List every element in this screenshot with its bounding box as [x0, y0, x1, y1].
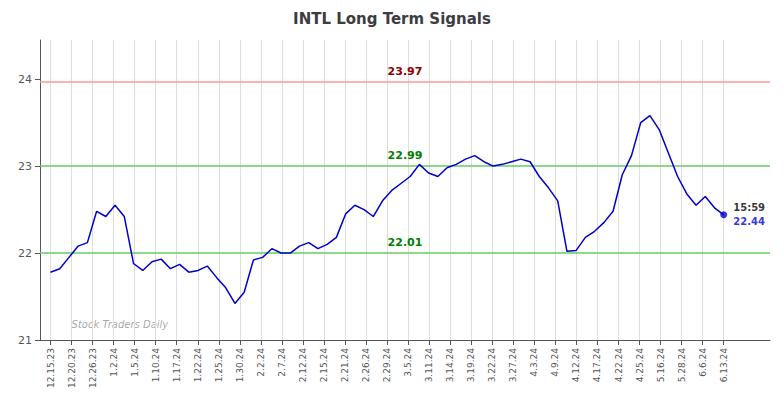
svg-text:1.30.24: 1.30.24 — [235, 348, 245, 383]
svg-text:1.2.24: 1.2.24 — [109, 348, 119, 377]
svg-text:12.20.23: 12.20.23 — [67, 348, 77, 388]
svg-text:12.26.23: 12.26.23 — [88, 348, 98, 388]
svg-text:4.22.24: 4.22.24 — [614, 348, 624, 383]
svg-text:21: 21 — [18, 334, 32, 347]
svg-text:2.7.24: 2.7.24 — [277, 348, 287, 377]
svg-text:4.17.24: 4.17.24 — [592, 348, 602, 383]
svg-text:Stock Traders Daily: Stock Traders Daily — [72, 319, 170, 330]
svg-text:5.28.24: 5.28.24 — [677, 348, 687, 383]
svg-text:22: 22 — [18, 247, 32, 260]
svg-text:23.97: 23.97 — [388, 65, 423, 78]
svg-text:4.3.24: 4.3.24 — [529, 348, 539, 377]
svg-text:2.21.24: 2.21.24 — [340, 348, 350, 383]
svg-text:1.17.24: 1.17.24 — [172, 348, 182, 383]
svg-text:1.5.24: 1.5.24 — [130, 348, 140, 377]
svg-text:1.10.24: 1.10.24 — [151, 348, 161, 383]
svg-text:22.01: 22.01 — [388, 236, 423, 249]
svg-text:4.12.24: 4.12.24 — [571, 348, 581, 383]
svg-text:2.12.24: 2.12.24 — [298, 348, 308, 383]
svg-text:1.25.24: 1.25.24 — [214, 348, 224, 383]
svg-text:3.5.24: 3.5.24 — [403, 348, 413, 377]
svg-text:3.27.24: 3.27.24 — [508, 348, 518, 383]
svg-text:3.19.24: 3.19.24 — [466, 348, 476, 383]
svg-text:22.44: 22.44 — [733, 216, 765, 227]
svg-text:3.22.24: 3.22.24 — [487, 348, 497, 383]
svg-text:4.9.24: 4.9.24 — [550, 348, 560, 377]
svg-text:3.14.24: 3.14.24 — [445, 348, 455, 383]
svg-text:15:59: 15:59 — [733, 202, 765, 213]
svg-text:1.22.24: 1.22.24 — [193, 348, 203, 383]
svg-text:5.16.24: 5.16.24 — [656, 348, 666, 383]
svg-text:2.2.24: 2.2.24 — [256, 348, 266, 377]
svg-text:4.25.24: 4.25.24 — [635, 348, 645, 383]
svg-text:3.11.24: 3.11.24 — [424, 348, 434, 383]
svg-text:24: 24 — [18, 73, 32, 86]
svg-text:2.26.24: 2.26.24 — [361, 348, 371, 383]
svg-text:2.29.24: 2.29.24 — [382, 348, 392, 383]
svg-text:2.15.24: 2.15.24 — [319, 348, 329, 383]
svg-text:INTL Long Term Signals: INTL Long Term Signals — [293, 10, 491, 28]
svg-text:6.13.24: 6.13.24 — [719, 348, 729, 383]
svg-text:12.15.23: 12.15.23 — [46, 348, 56, 388]
svg-text:6.6.24: 6.6.24 — [698, 348, 708, 377]
svg-text:22.99: 22.99 — [388, 149, 423, 162]
svg-text:23: 23 — [18, 160, 32, 173]
